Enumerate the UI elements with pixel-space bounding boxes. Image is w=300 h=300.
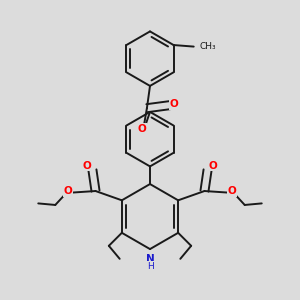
Text: O: O [209,160,218,171]
Text: CH₃: CH₃ [199,42,216,51]
Text: O: O [64,186,72,196]
Text: O: O [138,124,147,134]
Text: O: O [228,186,236,196]
Text: O: O [82,160,91,171]
Text: N: N [146,254,154,264]
Text: H: H [147,262,153,271]
Text: O: O [169,100,178,110]
